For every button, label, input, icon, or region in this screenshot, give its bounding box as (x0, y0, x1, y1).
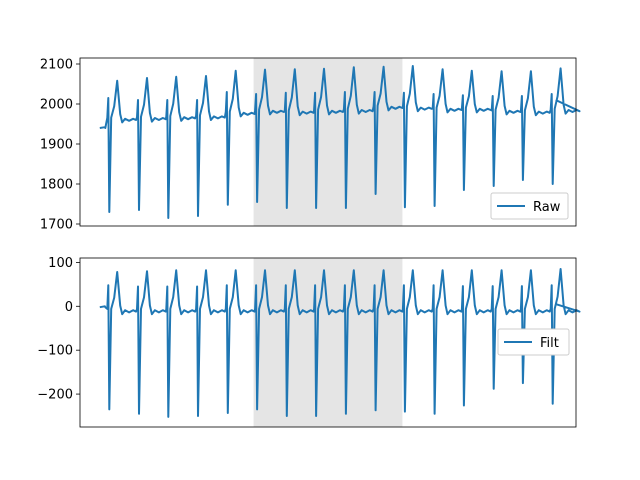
y-tick-label: 2000 (40, 98, 73, 113)
legend-box (497, 328, 570, 356)
y-tick-label: 0 (65, 300, 73, 315)
legend-box (490, 192, 569, 220)
raw-y-ticks: 1700 1800 1900 2000 2100 (40, 58, 80, 233)
y-tick-label: 1900 (40, 138, 73, 153)
highlight-span (253, 58, 403, 226)
series-line-filt (99, 268, 581, 418)
filt-panel: −200 −100 0 100 Filt (37, 256, 581, 428)
raw-panel: 1700 1800 1900 2000 2100 Raw (40, 57, 581, 233)
legend-label-raw: Raw (533, 200, 561, 215)
raw-line-layer (99, 65, 581, 219)
filt-axes-frame (79, 257, 577, 428)
legend-label-filt: Filt (540, 336, 559, 351)
filt-legend: Filt (497, 328, 570, 356)
filt-y-ticks: −200 −100 0 100 (37, 256, 80, 403)
highlight-span (253, 258, 403, 427)
raw-legend: Raw (490, 192, 569, 220)
filt-line-layer (99, 268, 581, 418)
y-tick-label: 1700 (40, 218, 73, 233)
series-line-raw (99, 65, 581, 219)
y-tick-label: −100 (37, 344, 73, 359)
y-tick-label: 2100 (40, 58, 73, 73)
y-tick-label: 1800 (40, 178, 73, 193)
raw-axes-frame (79, 57, 577, 227)
y-tick-label: 100 (48, 256, 73, 271)
y-tick-label: −200 (37, 388, 73, 403)
